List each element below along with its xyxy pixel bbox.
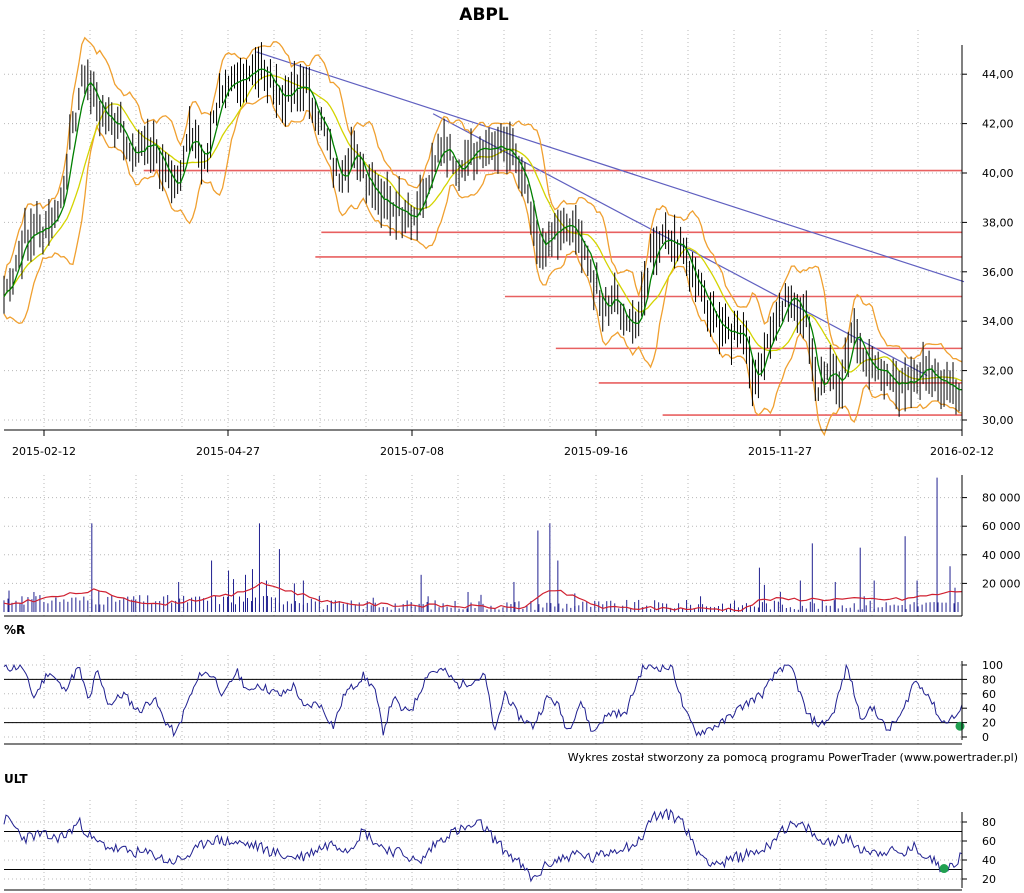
short-moving-average: [3, 68, 963, 391]
price-x-ticks: 2015-02-12 2015-04-27 2015-07-08 2015-09-16…: [12, 430, 994, 458]
y-tick-label: 80 000: [982, 492, 1021, 505]
y-tick-label: 30,00: [982, 414, 1014, 427]
oscillator-line: [3, 663, 963, 738]
y-tick-label: 32,00: [982, 365, 1014, 378]
x-tick-label: 2015-09-16: [564, 445, 628, 458]
lower-band: [3, 94, 963, 437]
ult-y-ticks: 80 60 40 20: [962, 816, 996, 886]
y-tick-label: 36,00: [982, 266, 1014, 279]
x-tick-label: 2015-04-27: [196, 445, 260, 458]
y-tick-label: 40: [982, 702, 996, 715]
volume-y-ticks: 80 000 60 000 40 000 20 000: [962, 492, 1021, 590]
y-tick-label: 40,00: [982, 167, 1014, 180]
y-tick-label: 80: [982, 673, 996, 686]
y-tick-label: 0: [982, 731, 989, 744]
y-tick-label: 40 000: [982, 549, 1021, 562]
williams-r-grid: [4, 655, 962, 744]
y-tick-label: 100: [982, 659, 1003, 672]
y-tick-label: 60: [982, 688, 996, 701]
y-tick-label: 20: [982, 717, 996, 730]
volume-moving-average: [3, 581, 963, 612]
trend-line: [256, 51, 965, 283]
upper-band: [3, 36, 963, 363]
x-tick-label: 2016-02-12: [930, 445, 994, 458]
volume-grid: [4, 475, 962, 616]
y-tick-label: 40: [982, 854, 996, 867]
price-panel: 44,00 42,00 40,00 38,00 36,00 34,00 32,00 30,00…: [3, 30, 1014, 458]
volume-panel: 80 000 60 000 40 000 20 000: [3, 475, 1021, 617]
y-tick-label: 20 000: [982, 577, 1021, 590]
chart-title: ABPL: [459, 5, 509, 25]
y-tick-label: 60 000: [982, 520, 1021, 533]
x-tick-label: 2015-02-12: [12, 445, 76, 458]
oscillator-line: [3, 808, 963, 883]
ult-series: [3, 808, 963, 883]
price-y-ticks: 44,00 42,00 40,00 38,00 36,00 34,00 32,00 30,00: [962, 68, 1014, 427]
y-tick-label: 60: [982, 835, 996, 848]
x-tick-label: 2015-11-27: [748, 445, 812, 458]
williams-r-series: [3, 663, 965, 738]
price-grid: [4, 30, 962, 430]
credit-text: Wykres został stworzony za pomocą progra…: [568, 751, 1018, 764]
y-tick-label: 38,00: [982, 216, 1014, 229]
x-tick-label: 2015-07-08: [380, 445, 444, 458]
y-tick-label: 42,00: [982, 118, 1014, 131]
volume-series: [3, 477, 963, 612]
y-tick-label: 44,00: [982, 68, 1014, 81]
signal-marker: [939, 864, 949, 874]
williams-r-title: %R: [4, 623, 25, 637]
y-tick-label: 34,00: [982, 315, 1014, 328]
y-tick-label: 20: [982, 873, 996, 886]
ult-grid: [4, 800, 962, 890]
ult-title: ULT: [4, 772, 28, 786]
price-series: [3, 36, 965, 437]
y-tick-label: 80: [982, 816, 996, 829]
ult-panel: ULT 80 60 40 20: [3, 772, 996, 891]
